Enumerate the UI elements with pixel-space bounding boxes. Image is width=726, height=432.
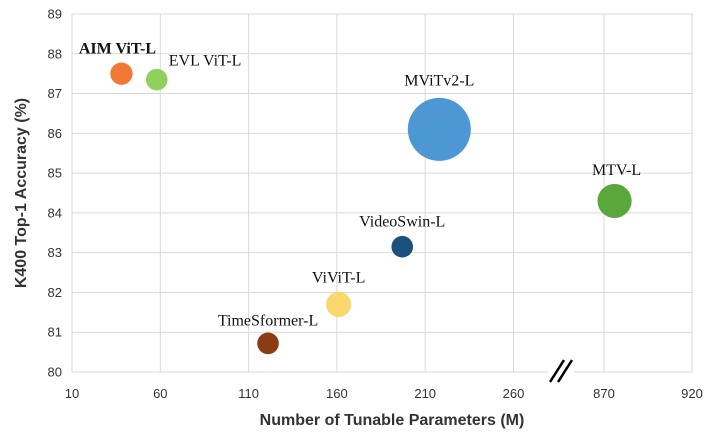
- break-stroke: [556, 359, 574, 383]
- data-point: [326, 291, 352, 317]
- x-tick-labels: 10 60 110 160 210 260 870 920: [65, 386, 703, 401]
- point-label: EVL ViT-L: [169, 53, 242, 70]
- point-label: MViTv2-L: [404, 72, 474, 89]
- x-tick-label: 10: [65, 386, 79, 401]
- x-tick-label: 160: [326, 386, 348, 401]
- y-tick-label: 82: [48, 285, 62, 300]
- data-point: [391, 235, 414, 258]
- point-label: MTV-L: [592, 162, 641, 179]
- x-axis-title: Number of Tunable Parameters (M): [260, 412, 525, 429]
- y-axis-title: K400 Top-1 Accuracy (%): [13, 98, 30, 288]
- point-label: AIM ViT-L: [79, 41, 156, 58]
- x-tick-label: 210: [414, 386, 436, 401]
- x-tick-label: 260: [503, 386, 525, 401]
- y-tick-label: 81: [48, 325, 62, 340]
- point-label: TimeSformer-L: [218, 312, 318, 329]
- y-tick-label: 84: [48, 205, 62, 220]
- point-labels: AIM ViT-L EVL ViT-L MViTv2-L MTV-L VideoSwin…: [79, 41, 641, 330]
- plot-frame: [71, 13, 693, 373]
- y-tick-label: 87: [48, 86, 62, 101]
- x-axis-break-mark: [548, 358, 574, 383]
- y-tick-label: 86: [48, 126, 62, 141]
- y-tick-label: 83: [48, 245, 62, 260]
- y-tick-label: 80: [48, 365, 62, 380]
- y-tick-label: 88: [48, 46, 62, 61]
- y-tick-label: 89: [48, 7, 62, 22]
- break-stroke: [548, 359, 566, 383]
- data-point: [145, 68, 168, 91]
- x-tick-label: 920: [681, 386, 703, 401]
- point-label: ViViT-L: [312, 269, 365, 286]
- data-points: [110, 62, 632, 355]
- y-tick-label: 85: [48, 166, 62, 181]
- point-label: VideoSwin-L: [359, 214, 445, 231]
- x-tick-label: 60: [153, 386, 167, 401]
- x-tick-label: 870: [593, 386, 615, 401]
- data-point: [110, 62, 133, 85]
- x-tick-label: 110: [238, 386, 259, 401]
- y-tick-labels: 80 81 82 83 84 85 86 87 88 89: [48, 7, 62, 380]
- grid-lines: [71, 13, 693, 373]
- data-point: [407, 97, 471, 161]
- data-point: [597, 183, 632, 219]
- data-point: [257, 332, 279, 355]
